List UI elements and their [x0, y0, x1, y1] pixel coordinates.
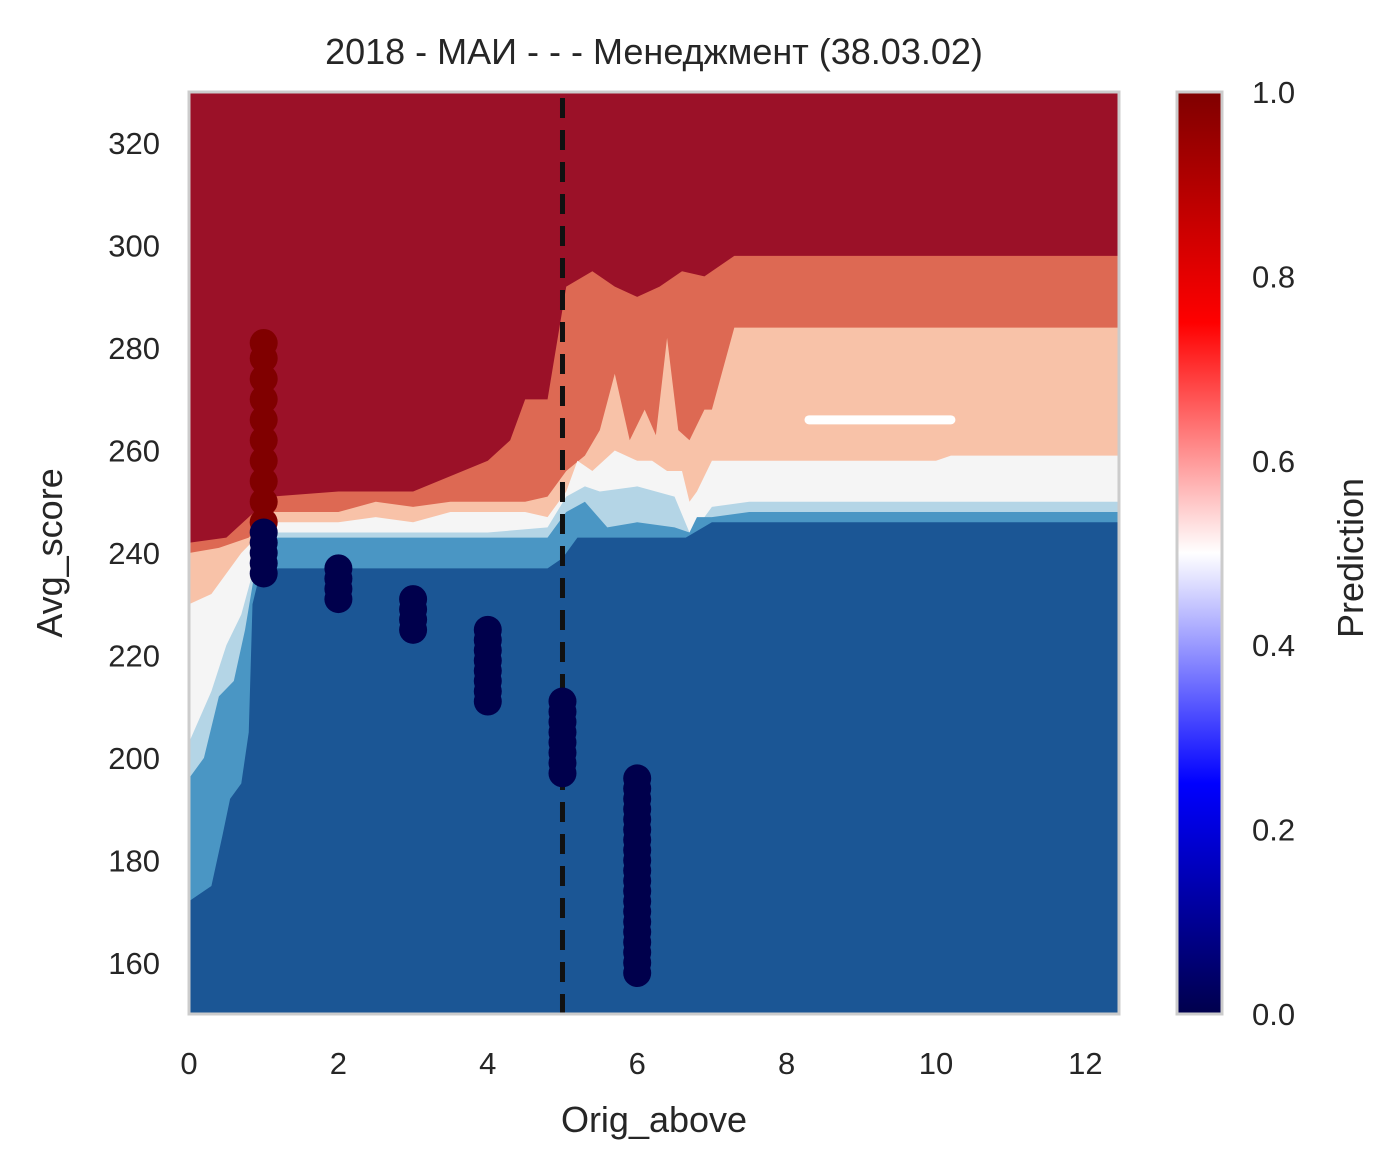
data-point: [249, 446, 278, 475]
data-point: [249, 467, 278, 496]
colorbar-gradient: [1175, 90, 1224, 1016]
data-point: [249, 364, 278, 393]
data-point: [249, 405, 278, 434]
data-point: [399, 585, 428, 614]
x-tick-label: 0: [180, 1046, 197, 1081]
data-point: [249, 426, 278, 455]
data-point: [623, 764, 652, 793]
data-point: [548, 687, 577, 716]
colorbar-tick-label: 0.8: [1252, 259, 1295, 294]
y-tick-label: 260: [108, 434, 160, 469]
colorbar-tick-label: 0.6: [1252, 444, 1295, 479]
y-tick-label: 180: [108, 843, 160, 878]
x-axis-label: Orig_above: [561, 1099, 747, 1140]
colorbar-ticks: 0.0 0.2 0.4 0.6 0.8 1.0: [1252, 75, 1295, 1032]
x-axis-ticks: 0 2 4 6 8 10 12: [180, 1046, 1102, 1081]
plot-area: [189, 92, 1119, 1014]
colorbar-tick-label: 1.0: [1252, 75, 1295, 110]
x-tick-label: 8: [778, 1046, 795, 1081]
colorbar-tick-label: 0.2: [1252, 813, 1295, 848]
y-tick-label: 200: [108, 741, 160, 776]
plot-frame: [187, 90, 1121, 1016]
y-tick-label: 300: [108, 229, 160, 264]
x-tick-label: 6: [629, 1046, 646, 1081]
y-tick-label: 320: [108, 126, 160, 161]
chart-title: 2018 - МАИ - - - Менеджмент (38.03.02): [325, 31, 983, 72]
contour-regions: [189, 92, 1119, 1014]
y-tick-label: 240: [108, 536, 160, 571]
x-tick-label: 10: [919, 1046, 953, 1081]
y-axis-ticks: 160 180 200 220 240 260 280 300 320: [108, 126, 160, 981]
colorbar-label: Prediction: [1330, 478, 1371, 638]
data-point: [249, 518, 278, 547]
data-point: [249, 328, 278, 357]
data-points: [249, 328, 652, 988]
colorbar: 0.0 0.2 0.4 0.6 0.8 1.0 Prediction: [1175, 75, 1371, 1032]
x-tick-label: 4: [479, 1046, 496, 1081]
colorbar-tick-label: 0.4: [1252, 628, 1295, 663]
y-tick-label: 220: [108, 638, 160, 673]
y-tick-label: 280: [108, 331, 160, 366]
contour-region-0: [189, 522, 1119, 1014]
x-tick-label: 12: [1068, 1046, 1102, 1081]
y-tick-label: 160: [108, 946, 160, 981]
data-point: [324, 554, 353, 583]
data-point: [473, 615, 502, 644]
colorbar-tick-label: 0.0: [1252, 997, 1295, 1032]
data-point: [249, 487, 278, 516]
x-tick-label: 2: [330, 1046, 347, 1081]
y-axis-label: Avg_score: [29, 468, 70, 637]
data-point: [249, 385, 278, 414]
